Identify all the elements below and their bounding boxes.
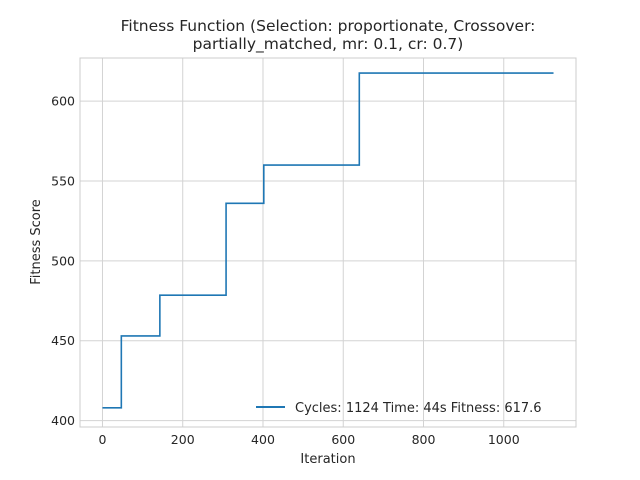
x-tick-label: 1000 <box>488 432 520 447</box>
x-tick-labels: 0 200 400 600 800 1000 <box>98 432 519 447</box>
y-tick-labels: 400 450 500 550 600 <box>51 94 75 428</box>
legend-label: Cycles: 1124 Time: 44s Fitness: 617.6 <box>295 401 542 416</box>
x-tick-label: 200 <box>171 432 195 447</box>
x-axis-label: Iteration <box>300 452 355 467</box>
chart-title-line-1: Fitness Function (Selection: proportiona… <box>121 17 536 35</box>
y-tick-label: 450 <box>51 333 75 348</box>
y-axis-label: Fitness Score <box>29 199 44 285</box>
y-tick-label: 500 <box>51 253 75 268</box>
grid <box>80 58 576 427</box>
y-tick-label: 400 <box>51 413 75 428</box>
series-line-0 <box>102 72 554 409</box>
x-tick-label: 800 <box>412 432 436 447</box>
x-tick-label: 600 <box>331 432 355 447</box>
chart-title-line-2: partially_matched, mr: 0.1, cr: 0.7) <box>193 35 464 54</box>
legend: Cycles: 1124 Time: 44s Fitness: 617.6 <box>256 401 542 416</box>
y-tick-label: 600 <box>51 94 75 109</box>
plot-frame <box>79 57 577 428</box>
x-tick-label: 400 <box>251 432 275 447</box>
series-layer <box>102 72 554 409</box>
x-tick-label: 0 <box>98 432 106 447</box>
y-tick-label: 550 <box>51 174 75 189</box>
